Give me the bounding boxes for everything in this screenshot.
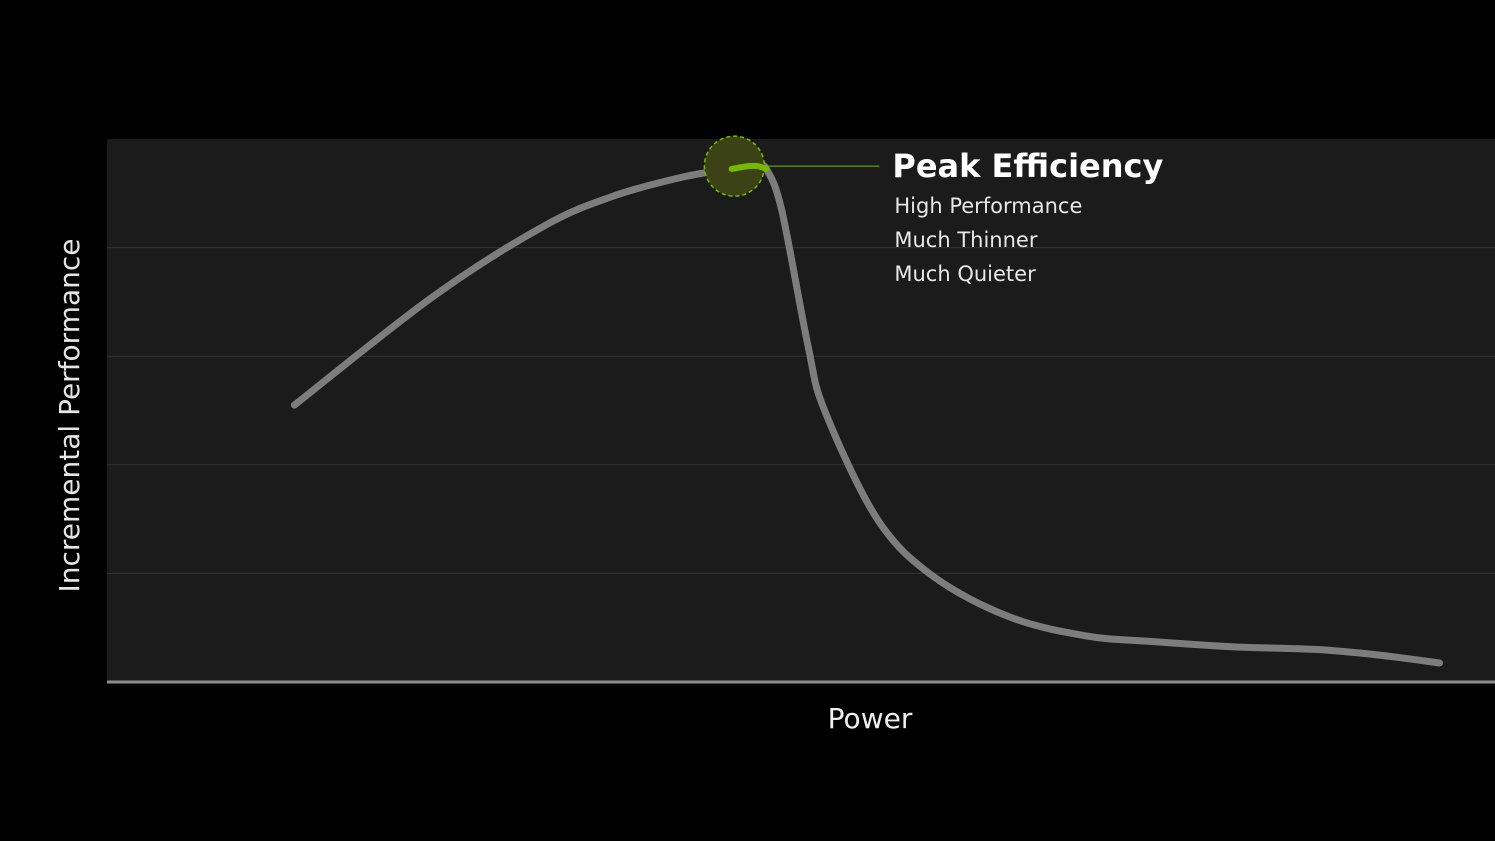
annotation-title: Peak Efficiency xyxy=(892,147,1163,185)
data-point xyxy=(877,519,878,520)
x-axis-label: Power xyxy=(828,702,913,735)
data-point xyxy=(294,404,295,405)
data-point xyxy=(682,176,683,177)
plot-background xyxy=(107,139,1495,682)
data-point xyxy=(1314,649,1315,650)
data-point xyxy=(1439,662,1440,663)
data-point xyxy=(433,296,434,297)
highlight-segment xyxy=(728,162,770,172)
data-point xyxy=(824,410,825,411)
series-line xyxy=(290,161,1443,667)
data-point xyxy=(781,209,782,210)
data-point xyxy=(807,345,808,346)
annotation-items: High Performance Much Thinner Much Quieter xyxy=(894,194,1082,286)
data-point xyxy=(932,576,933,577)
data-point xyxy=(544,225,545,226)
annotation-item: Much Thinner xyxy=(894,228,1037,252)
data-point xyxy=(1085,635,1086,636)
gridlines xyxy=(107,247,1495,574)
data-point xyxy=(1147,641,1148,642)
annotation-item: Much Quieter xyxy=(894,262,1036,286)
data-point xyxy=(1009,616,1010,617)
data-point xyxy=(1231,646,1232,647)
data-point xyxy=(1376,654,1377,655)
annotation-item: High Performance xyxy=(894,194,1082,218)
y-axis-label: Incremental Performance xyxy=(53,238,86,592)
data-point xyxy=(613,195,614,196)
